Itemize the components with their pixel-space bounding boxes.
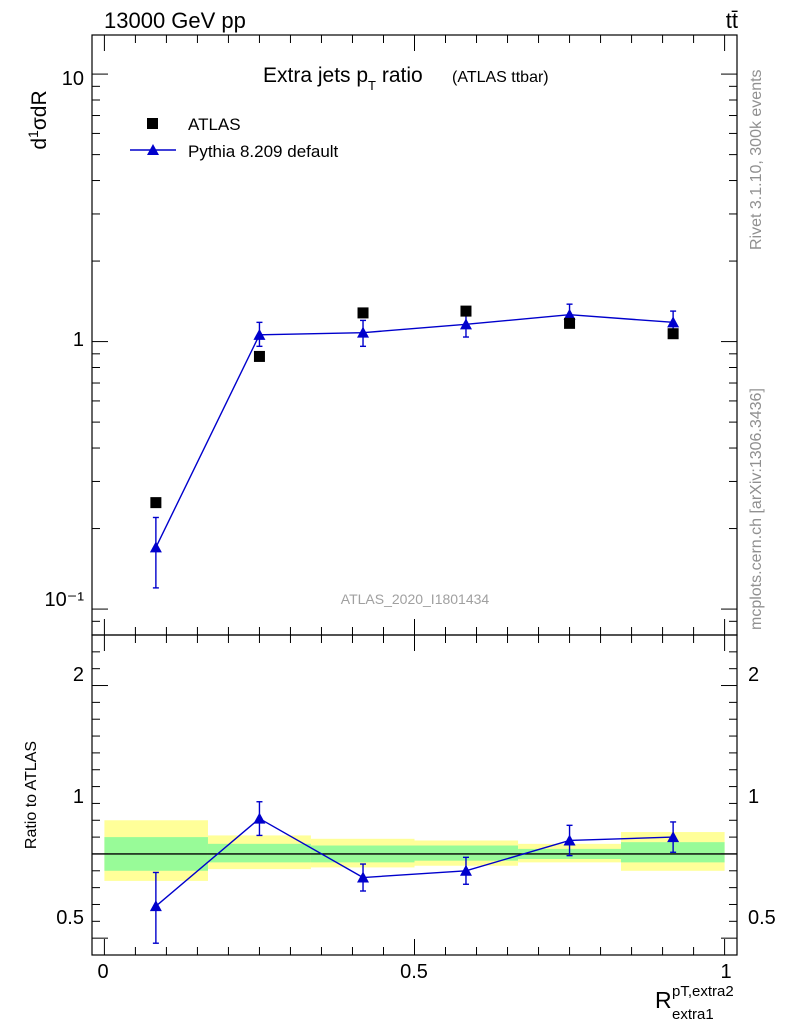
- main-y-axis-label: d1σdR: [25, 90, 51, 149]
- ratio-line: [155, 817, 674, 907]
- x-axis-label-sup: pT,extra2: [672, 983, 734, 1000]
- ratio-point: [667, 831, 680, 843]
- ratio-point: [149, 900, 162, 912]
- ratio-y-tick-0p5-right: 0.5: [748, 907, 776, 929]
- energy-label: 13000 GeV pp: [104, 8, 246, 33]
- atlas-point: [460, 305, 472, 317]
- ratio-uncertainty-bands: [92, 820, 737, 881]
- y-tick-label-0p1: 10⁻¹: [45, 589, 85, 611]
- ratio-y-axis-label: Ratio to ATLAS: [23, 741, 40, 849]
- pythia-point: [667, 316, 680, 328]
- pythia-point: [149, 541, 162, 553]
- atlas-point: [150, 497, 162, 509]
- x-tick-label-0: 0: [97, 961, 108, 983]
- chart-title: Extra jets pT ratio: [263, 64, 423, 93]
- legend-pythia-marker: [147, 144, 159, 155]
- main-axis-ticks: [92, 35, 737, 636]
- svg-text:d1σdR: d1σdR: [25, 90, 51, 149]
- ratio-y-tick-0p5: 0.5: [56, 907, 84, 929]
- x-tick-label-1: 1: [720, 961, 731, 983]
- atlas-point: [564, 317, 576, 329]
- rivet-label: Rivet 3.1.10, 300k events: [748, 69, 765, 250]
- analysis-tag: ATLAS_2020_I1801434: [341, 591, 490, 607]
- ratio-point: [459, 864, 472, 876]
- ratio-y-tick-2-right: 2: [748, 664, 759, 686]
- x-axis-label: R: [655, 987, 672, 1013]
- ratio-point: [253, 812, 266, 824]
- atlas-point: [667, 328, 679, 340]
- ratio-y-tick-1: 1: [73, 786, 84, 808]
- ratio-axis-ticks: [92, 635, 737, 955]
- ratio-data-marks: [149, 801, 680, 944]
- ratio-point: [563, 834, 576, 846]
- atlas-point: [253, 350, 265, 362]
- ratio-point: [357, 871, 370, 883]
- atlas-point: [357, 307, 369, 319]
- y-tick-label-1: 1: [73, 329, 84, 351]
- pythia-point: [253, 328, 266, 340]
- source-label: mcplots.cern.ch [arXiv:1306.3436]: [748, 388, 765, 630]
- ratio-y-tick-1-right: 1: [748, 786, 759, 808]
- stat-band: [414, 845, 519, 861]
- chart-title-paren: (ATLAS ttbar): [452, 69, 549, 86]
- x-tick-label-0p5: 0.5: [400, 961, 428, 983]
- ratio-y-tick-2: 2: [73, 664, 84, 686]
- legend-atlas-marker: [147, 118, 158, 129]
- y-tick-label-10: 10: [62, 68, 84, 90]
- ratio-panel-frame: [91, 634, 738, 956]
- pythia-point: [357, 326, 370, 338]
- legend-atlas-label: ATLAS: [188, 115, 241, 134]
- pythia-point: [563, 308, 576, 320]
- main-data-marks: [149, 303, 680, 589]
- pythia-line: [155, 314, 674, 548]
- process-label: tt̄: [726, 8, 738, 33]
- stat-band: [207, 843, 311, 863]
- x-axis-label-sub: extra1: [672, 1006, 714, 1023]
- legend-pythia-label: Pythia 8.209 default: [188, 142, 339, 161]
- pythia-point: [459, 318, 472, 330]
